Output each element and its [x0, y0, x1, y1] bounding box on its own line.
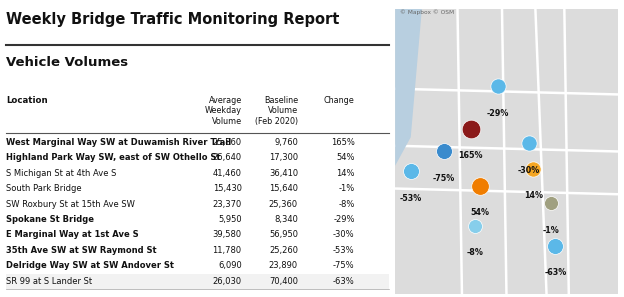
Text: Vehicle Volumes: Vehicle Volumes: [6, 56, 129, 69]
Text: -8%: -8%: [467, 248, 484, 257]
Text: 17,300: 17,300: [269, 154, 298, 162]
Text: 11,780: 11,780: [213, 246, 241, 255]
Text: -75%: -75%: [433, 174, 456, 183]
Text: 41,460: 41,460: [213, 169, 241, 178]
Text: -53%: -53%: [399, 194, 422, 203]
Text: 23,370: 23,370: [212, 200, 241, 209]
Polygon shape: [395, 9, 422, 166]
Text: 8,340: 8,340: [274, 215, 298, 224]
Text: -63%: -63%: [333, 277, 354, 286]
Text: -29%: -29%: [333, 215, 354, 224]
Text: Change: Change: [324, 96, 354, 105]
Text: SW Roxbury St at 15th Ave SW: SW Roxbury St at 15th Ave SW: [6, 200, 135, 209]
Text: -1%: -1%: [338, 184, 354, 193]
Text: E Marginal Way at 1st Ave S: E Marginal Way at 1st Ave S: [6, 230, 139, 239]
Point: [466, 126, 476, 131]
Text: 14%: 14%: [524, 191, 543, 200]
Point: [470, 223, 480, 228]
Text: 15,640: 15,640: [269, 184, 298, 193]
Point: [492, 83, 502, 88]
Text: Highland Park Way SW, east of SW Othello St: Highland Park Way SW, east of SW Othello…: [6, 154, 221, 162]
Point: [546, 200, 556, 205]
Text: 23,890: 23,890: [269, 261, 298, 270]
Text: 6,090: 6,090: [218, 261, 241, 270]
Text: West Marginal Way SW at Duwamish River Trail: West Marginal Way SW at Duwamish River T…: [6, 138, 232, 147]
Text: 26,030: 26,030: [213, 277, 241, 286]
Point: [475, 183, 485, 188]
Text: 25,260: 25,260: [269, 246, 298, 255]
Text: 54%: 54%: [470, 208, 489, 217]
Point: [524, 140, 534, 145]
Text: -30%: -30%: [517, 166, 540, 175]
Text: Location: Location: [6, 96, 48, 105]
Text: 165%: 165%: [331, 138, 354, 147]
Point: [528, 166, 538, 171]
Text: -8%: -8%: [338, 200, 354, 209]
Text: 36,410: 36,410: [269, 169, 298, 178]
Point: [550, 243, 560, 248]
Text: 39,580: 39,580: [213, 230, 241, 239]
Text: -63%: -63%: [544, 268, 567, 277]
Text: SR 99 at S Lander St: SR 99 at S Lander St: [6, 277, 92, 286]
Text: 14%: 14%: [336, 169, 354, 178]
Text: 35th Ave SW at SW Raymond St: 35th Ave SW at SW Raymond St: [6, 246, 157, 255]
Text: 25,860: 25,860: [213, 138, 241, 147]
Text: Spokane St Bridge: Spokane St Bridge: [6, 215, 94, 224]
Text: -29%: -29%: [486, 109, 509, 118]
Text: -75%: -75%: [333, 261, 354, 270]
Text: 9,760: 9,760: [274, 138, 298, 147]
Text: Baseline
Volume
(Feb 2020): Baseline Volume (Feb 2020): [255, 96, 298, 126]
Text: Delridge Way SW at SW Andover St: Delridge Way SW at SW Andover St: [6, 261, 174, 270]
Text: 70,400: 70,400: [269, 277, 298, 286]
Text: -30%: -30%: [333, 230, 354, 239]
Text: Average
Weekday
Volume: Average Weekday Volume: [205, 96, 241, 126]
Text: South Park Bridge: South Park Bridge: [6, 184, 82, 193]
Text: -53%: -53%: [333, 246, 354, 255]
Point: [439, 149, 449, 154]
Text: 5,950: 5,950: [218, 215, 241, 224]
Text: S Michigan St at 4th Ave S: S Michigan St at 4th Ave S: [6, 169, 117, 178]
Text: 25,360: 25,360: [269, 200, 298, 209]
Bar: [6, 274, 389, 290]
Text: Weekly Bridge Traffic Monitoring Report: Weekly Bridge Traffic Monitoring Report: [6, 12, 339, 27]
Point: [406, 169, 416, 174]
Text: -1%: -1%: [543, 226, 559, 235]
Text: 165%: 165%: [459, 151, 483, 160]
Text: 54%: 54%: [336, 154, 354, 162]
Text: © Mapbox © OSM: © Mapbox © OSM: [399, 9, 454, 15]
Text: 56,950: 56,950: [269, 230, 298, 239]
Text: 15,430: 15,430: [213, 184, 241, 193]
Text: 26,640: 26,640: [213, 154, 241, 162]
